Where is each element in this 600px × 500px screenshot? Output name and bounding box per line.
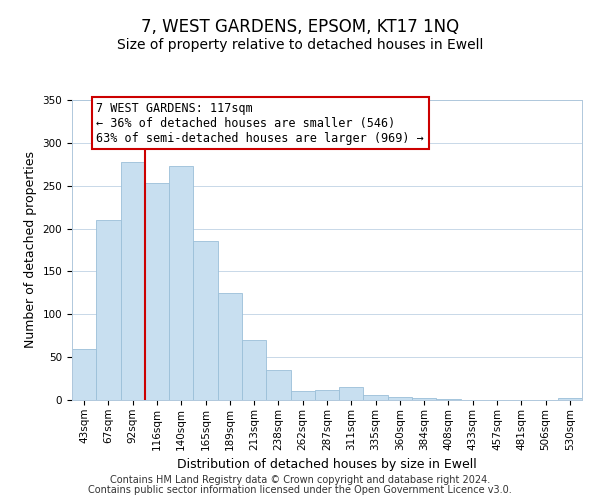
Bar — [436, 399, 461, 400]
Bar — [145, 183, 169, 400]
Bar — [266, 370, 290, 400]
Bar — [388, 398, 412, 400]
Bar — [315, 390, 339, 400]
Bar — [193, 242, 218, 400]
Text: Size of property relative to detached houses in Ewell: Size of property relative to detached ho… — [117, 38, 483, 52]
Text: Contains HM Land Registry data © Crown copyright and database right 2024.: Contains HM Land Registry data © Crown c… — [110, 475, 490, 485]
Bar — [72, 348, 96, 400]
Bar — [290, 392, 315, 400]
Bar — [96, 220, 121, 400]
Text: 7 WEST GARDENS: 117sqm
← 36% of detached houses are smaller (546)
63% of semi-de: 7 WEST GARDENS: 117sqm ← 36% of detached… — [96, 102, 424, 144]
Bar — [364, 395, 388, 400]
Bar — [412, 398, 436, 400]
X-axis label: Distribution of detached houses by size in Ewell: Distribution of detached houses by size … — [177, 458, 477, 471]
Bar — [558, 398, 582, 400]
Bar — [121, 162, 145, 400]
Bar — [169, 166, 193, 400]
Bar — [218, 293, 242, 400]
Bar — [242, 340, 266, 400]
Text: 7, WEST GARDENS, EPSOM, KT17 1NQ: 7, WEST GARDENS, EPSOM, KT17 1NQ — [141, 18, 459, 36]
Bar — [339, 387, 364, 400]
Text: Contains public sector information licensed under the Open Government Licence v3: Contains public sector information licen… — [88, 485, 512, 495]
Y-axis label: Number of detached properties: Number of detached properties — [24, 152, 37, 348]
